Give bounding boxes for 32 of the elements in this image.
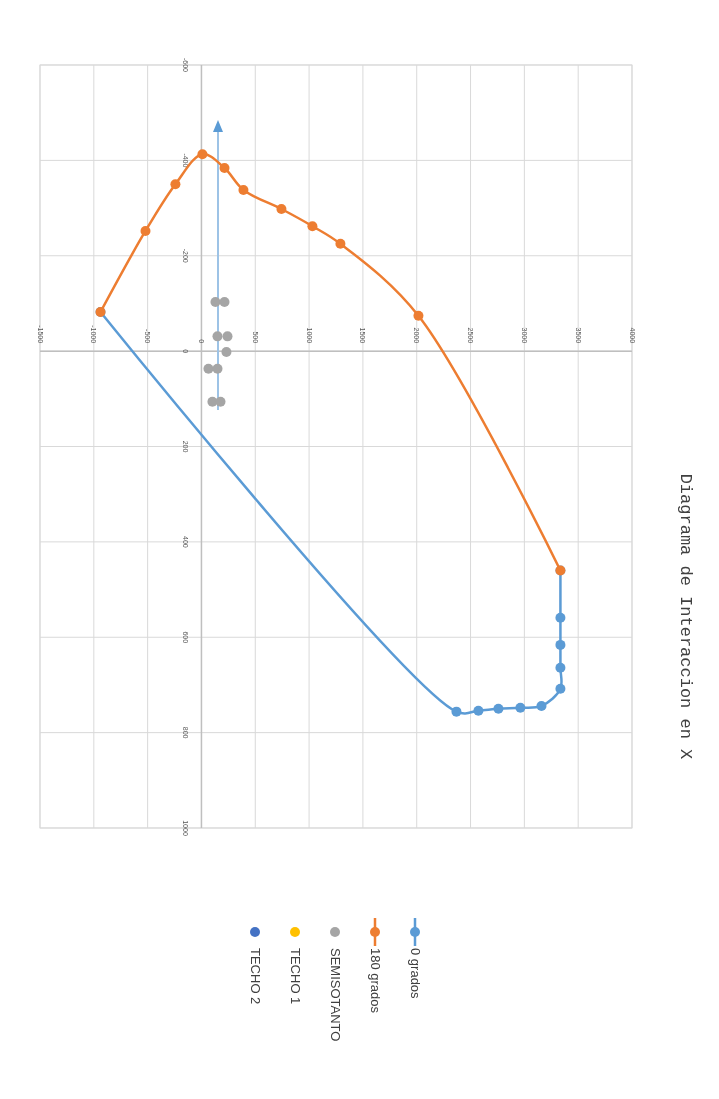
point	[140, 225, 151, 236]
point	[335, 238, 346, 249]
point	[219, 163, 230, 174]
point	[276, 204, 287, 215]
point	[515, 702, 526, 713]
point	[555, 639, 566, 650]
point	[215, 396, 226, 407]
legend-label: SEMISOTANTO	[327, 948, 343, 1042]
point	[473, 705, 484, 716]
point	[197, 149, 208, 160]
legend-label: 180 grados	[367, 948, 383, 1014]
point	[238, 184, 249, 195]
point	[536, 700, 547, 711]
point	[170, 179, 181, 190]
point	[307, 221, 318, 232]
point	[203, 363, 214, 374]
point	[493, 703, 504, 714]
point	[555, 662, 566, 673]
legend-label: TECHO 1	[287, 948, 303, 1005]
point	[212, 331, 223, 342]
point	[413, 310, 424, 321]
legend-label: TECHO 2	[247, 948, 263, 1005]
point	[219, 297, 230, 308]
point	[212, 363, 223, 374]
point	[221, 347, 232, 358]
point	[451, 706, 462, 717]
point	[555, 683, 566, 694]
text: Diagrama de Interaccion en X	[675, 473, 695, 760]
point	[210, 297, 221, 308]
point	[222, 331, 233, 342]
point	[555, 612, 566, 623]
legend-label: 0 grados	[407, 948, 423, 1000]
